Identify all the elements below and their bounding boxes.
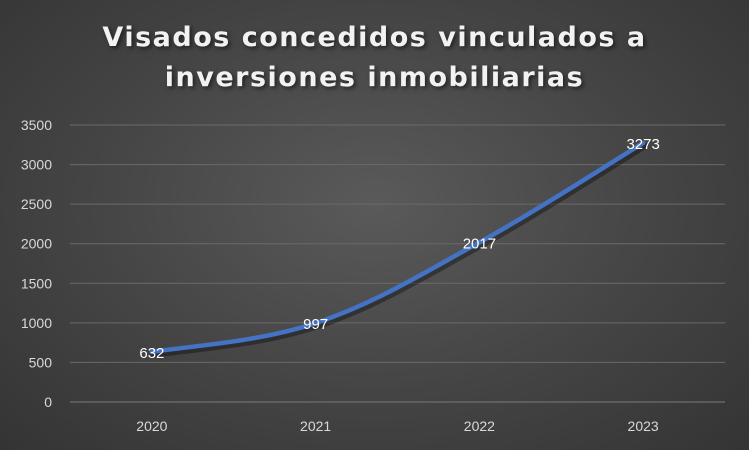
data-label: 2017: [463, 235, 496, 252]
x-tick-label: 2020: [136, 418, 167, 434]
data-point: [149, 349, 154, 354]
x-tick-label: 2021: [300, 418, 331, 434]
y-tick-label: 500: [29, 354, 53, 370]
data-labels: 632 997 2017 3273: [139, 136, 659, 362]
chart-title: Visados concedidos vinculados a inversio…: [0, 18, 749, 98]
y-tick-label: 3000: [21, 157, 52, 173]
y-tick-label: 0: [44, 394, 52, 410]
data-point: [477, 240, 482, 245]
data-point: [641, 140, 646, 145]
y-tick-label: 2500: [21, 196, 52, 212]
x-axis-ticks: 2020 2021 2022 2023: [136, 418, 659, 434]
y-tick-label: 1500: [21, 275, 52, 291]
y-tick-label: 2000: [21, 236, 52, 252]
y-tick-label: 3500: [21, 117, 52, 133]
x-tick-label: 2023: [628, 418, 659, 434]
data-label: 3273: [626, 136, 659, 153]
data-label: 632: [139, 345, 164, 362]
y-tick-label: 1000: [21, 315, 52, 331]
data-point: [313, 321, 318, 326]
x-tick-label: 2022: [464, 418, 495, 434]
series-line-shadow: [150, 142, 649, 358]
gridlines: [70, 124, 725, 403]
series-line: [149, 140, 646, 355]
chart-title-line-2: inversiones inmobiliarias: [164, 62, 585, 93]
series-layer: [149, 140, 649, 358]
chart-title-line-1: Visados concedidos vinculados a: [102, 22, 647, 53]
y-axis-ticks: 0 500 1000 1500 2000 2500 3000 3500: [21, 117, 52, 410]
data-label: 997: [303, 316, 328, 333]
